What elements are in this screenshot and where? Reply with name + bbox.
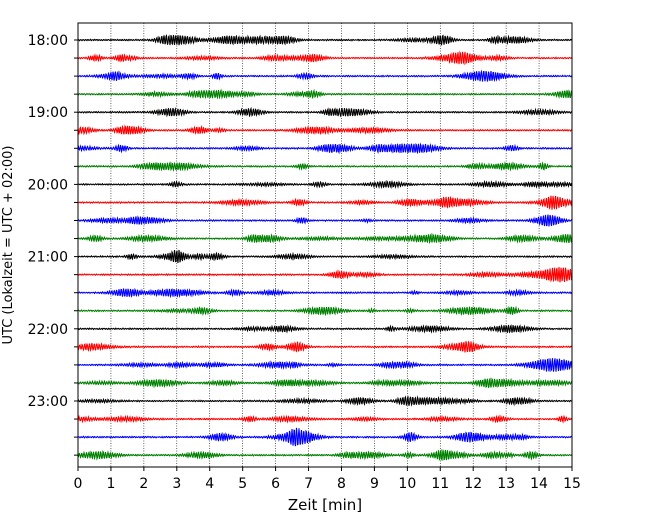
x-tick-label: 5 (238, 476, 247, 492)
trace-line (77, 414, 573, 424)
trace-line (77, 34, 573, 46)
trace-line (77, 179, 573, 190)
x-tick-label: 7 (304, 476, 313, 492)
trace-line (77, 287, 573, 299)
x-tick-label: 11 (431, 476, 449, 492)
y-tick-label: 23:00 (28, 394, 68, 410)
x-tick-label: 4 (205, 476, 214, 492)
trace-line (77, 214, 573, 227)
trace-line (77, 324, 573, 334)
trace-line (77, 377, 573, 389)
trace-line (77, 124, 573, 136)
trace-line (77, 305, 573, 317)
trace-line (77, 395, 573, 407)
y-axis-label: UTC (Lokalzeit = UTC + 02:00) (1, 146, 16, 345)
plot-frame (77, 22, 573, 468)
trace-line (77, 69, 573, 83)
x-tick-label: 2 (139, 476, 148, 492)
trace-line (77, 232, 573, 244)
x-tick-label: 1 (106, 476, 115, 492)
trace-line (77, 427, 573, 447)
x-tick-label: 6 (271, 476, 280, 492)
y-tick-label: 18:00 (28, 33, 68, 49)
x-tick-label: 10 (398, 476, 416, 492)
grid (110, 23, 540, 467)
traces (77, 34, 573, 461)
x-tick-label: 12 (464, 476, 482, 492)
x-tick-label: 15 (563, 476, 581, 492)
trace-line (77, 106, 572, 118)
y-tick-label: 19:00 (28, 105, 68, 121)
trace-line (77, 161, 573, 173)
x-tick-label: 14 (530, 476, 548, 492)
x-axis: 0 1 2 3 4 5 6 7 8 9 10 11 12 13 14 15 (74, 467, 581, 492)
trace-line (77, 142, 573, 155)
trace-line (77, 340, 573, 353)
trace-line (77, 195, 573, 210)
y-tick-label: 22:00 (28, 322, 68, 338)
x-tick-label: 13 (497, 476, 515, 492)
trace-line (77, 249, 573, 263)
x-tick-label: 0 (74, 476, 83, 492)
y-tick-label: 20:00 (28, 177, 68, 193)
trace-line (77, 358, 573, 373)
trace-line (77, 267, 573, 283)
y-tick-label: 21:00 (28, 250, 68, 266)
trace-line (77, 50, 573, 66)
x-tick-label: 9 (370, 476, 379, 492)
x-tick-label: 3 (172, 476, 181, 492)
y-axis: 18:00 19:00 20:00 21:00 22:00 23:00 (28, 33, 78, 456)
x-tick-label: 8 (337, 476, 346, 492)
x-axis-label: Zeit [min] (288, 496, 362, 514)
trace-line (77, 448, 573, 461)
trace-line (77, 88, 573, 100)
